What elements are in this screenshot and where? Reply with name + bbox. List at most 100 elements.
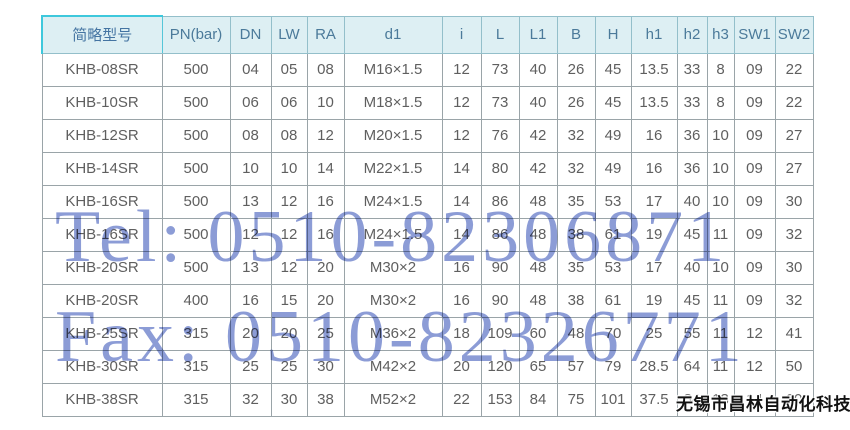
table-cell: 36 [676,151,708,186]
table-cell: 13 [229,184,272,219]
table-cell: 25 [630,316,678,351]
table-cell: 10 [706,151,735,186]
table-cell: 06 [270,85,308,120]
table-cell: 16 [229,283,272,318]
table-cell: 30 [774,184,814,219]
table-cell: 109 [480,316,520,351]
table-cell: 10 [706,250,735,285]
column-header-h2: h2 [676,15,708,54]
table-cell: 09 [733,151,776,186]
table-cell: 500 [161,250,231,285]
table-cell: M16×1.5 [343,52,443,87]
table-cell: 08 [229,118,272,153]
table-cell: 16 [306,184,345,219]
table-cell: 19 [630,283,678,318]
column-header-h1: h1 [630,15,678,54]
table-cell: 09 [733,85,776,120]
table-cell: 17 [630,250,678,285]
table-cell: 45 [676,217,708,252]
model-cell: KHB-10SR [41,85,163,120]
table-cell: 49 [594,118,632,153]
table-cell: 08 [270,118,308,153]
table-cell: 400 [161,283,231,318]
table-cell: 500 [161,217,231,252]
table-cell: 73 [480,85,520,120]
table-cell: 27 [774,118,814,153]
table-row: KHB-25SR 315 20 20 25 M36×2 18 109 60 48 70 25 55 11 1… [41,316,814,351]
model-cell: KHB-16SR [41,217,163,252]
table-cell: 53 [594,250,632,285]
table-cell: 48 [518,283,558,318]
table-cell: 42 [518,118,558,153]
table-row: KHB-12SR 500 08 08 12 M20×1.5 12 76 42 32 49 16 36 10… [41,118,814,153]
table-cell: 15 [270,283,308,318]
table-cell: 12 [441,52,482,87]
table-cell: 8 [706,52,735,87]
table-cell: M18×1.5 [343,85,443,120]
table-cell: 40 [676,250,708,285]
table-cell: 10 [706,118,735,153]
table-row: KHB-08SR 500 04 05 08 M16×1.5 12 73 40 26 45 13.5 33… [41,52,814,87]
table-cell: 16 [630,118,678,153]
table-cell: 13.5 [630,52,678,87]
table-cell: M20×1.5 [343,118,443,153]
table-cell: 13 [229,250,272,285]
table-cell: 32 [774,217,814,252]
table-cell: 16 [306,217,345,252]
table-cell: 500 [161,184,231,219]
table-cell: 30 [270,382,308,417]
table-cell: 61 [594,217,632,252]
column-header-SW1: SW1 [733,15,776,54]
table-cell: 60 [774,382,814,417]
table-cell: 16 [441,283,482,318]
table-cell: 315 [161,316,231,351]
table-cell: 30 [774,250,814,285]
table-cell: 12 [270,217,308,252]
column-header-L1: L1 [518,15,558,54]
table-cell: 35 [556,250,596,285]
table-cell: 20 [441,349,482,384]
table-cell: 27 [774,151,814,186]
table-cell: 30 [306,349,345,384]
table-cell: 14 [441,151,482,186]
model-cell: KHB-38SR [41,382,163,417]
table-cell: 26 [556,85,596,120]
table-cell: 28.5 [630,349,678,384]
table-cell: 42 [518,151,558,186]
table-cell: 315 [161,382,231,417]
column-header-B: B [556,15,596,54]
table-cell: 11 [706,316,735,351]
table-cell: 73 [480,52,520,87]
table-cell: 120 [480,349,520,384]
column-header-LW: LW [270,15,308,54]
table-cell: 12 [441,118,482,153]
model-cell: KHB-20SR [41,283,163,318]
table-cell: 33 [676,85,708,120]
table-cell: 55 [676,316,708,351]
table-cell: 09 [733,283,776,318]
table-cell: 48 [556,316,596,351]
table-cell: 20 [270,316,308,351]
model-cell: KHB-12SR [41,118,163,153]
table-cell: 36 [676,118,708,153]
table-cell: 37.5 [630,382,678,417]
table-cell: M24×1.5 [343,184,443,219]
table-body: KHB-08SR 500 04 05 08 M16×1.5 12 73 40 26 45 13.5 33… [41,52,814,417]
column-header-RA: RA [306,15,345,54]
table-row: KHB-30SR 315 25 25 30 M42×2 20 120 65 57 79 28.5 64 1… [41,349,814,384]
table-cell: 10 [270,151,308,186]
table-row: KHB-14SR 500 10 10 14 M22×1.5 14 80 42 32 49 16 36 10… [41,151,814,186]
table-cell: 53 [594,184,632,219]
table-cell: M22×1.5 [343,151,443,186]
table-row: KHB-16SR 500 12 12 16 M24×1.5 14 86 48 38 61 19 45 11… [41,217,814,252]
company-watermark: 无锡市昌林自动化科技 [676,395,850,414]
table-cell: 09 [733,118,776,153]
table-cell: 10 [706,184,735,219]
table-cell: 500 [161,52,231,87]
table-cell: 04 [229,52,272,87]
table-row: KHB-20SR 400 16 15 20 M30×2 16 90 48 38 61 19 45 11 09… [41,283,814,318]
table-cell: 500 [161,118,231,153]
table-cell: 22 [441,382,482,417]
table-cell: 40 [518,52,558,87]
table-cell: 09 [733,52,776,87]
